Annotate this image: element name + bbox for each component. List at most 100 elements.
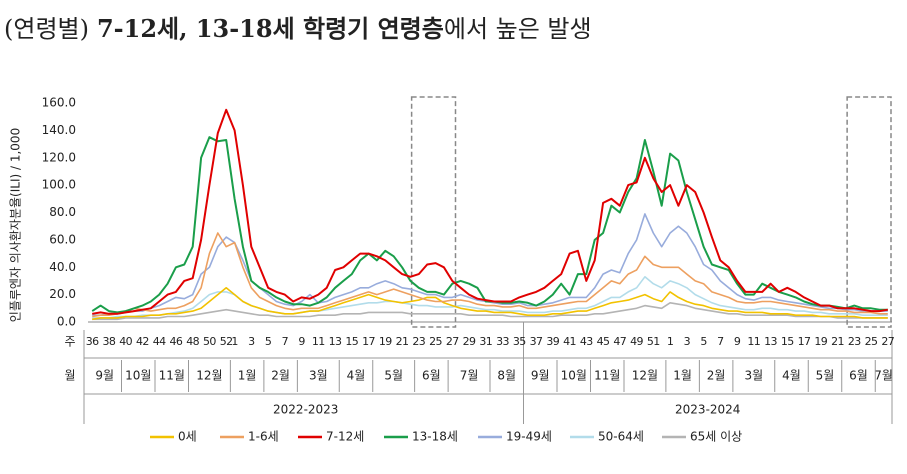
x-tick-label: 40: [119, 335, 132, 348]
month-label: 9월: [95, 369, 114, 383]
x-tick-label: 19: [379, 335, 392, 348]
chart-title: (연령별) 7-12세, 13-18세 학령기 연령층에서 높은 발생: [4, 14, 592, 43]
month-label: 1월: [673, 369, 692, 383]
x-tick-label: 11: [312, 335, 325, 348]
y-tick-label: 160.0: [42, 96, 76, 110]
month-label: 10월: [125, 369, 151, 383]
title-part: 에서 높은 발생: [444, 15, 592, 43]
series-line: [92, 302, 888, 321]
x-tick-label: 17: [798, 335, 811, 348]
series-line: [92, 287, 888, 321]
y-axis-label: 인플루엔자 의사환자분율(ILI) / 1,000: [9, 128, 23, 322]
x-tick-label: 38: [103, 335, 116, 348]
title-part: 7-12세, 13-18세 학령기 연령층: [97, 14, 444, 43]
x-tick-label: 5: [700, 335, 707, 348]
x-tick-label: 5: [265, 335, 272, 348]
x-tick-label: 48: [186, 335, 199, 348]
x-tick-label: 7: [717, 335, 724, 348]
month-label: 6월: [422, 369, 441, 383]
series-line: [92, 276, 888, 319]
legend-label: 0세: [178, 430, 197, 444]
x-tick-label: 31: [479, 335, 492, 348]
x-tick-label: 41: [563, 335, 576, 348]
x-tick-label: 27: [881, 335, 894, 348]
y-tick-label: 120.0: [42, 150, 76, 164]
x-tick-label: 23: [412, 335, 425, 348]
y-tick-label: 20.0: [49, 287, 76, 301]
x-tick-label: 42: [136, 335, 149, 348]
month-label: 9월: [531, 369, 550, 383]
y-tick-label: 60.0: [49, 232, 76, 246]
y-tick-label: 80.0: [49, 205, 76, 219]
x-tick-label: 21: [831, 335, 844, 348]
x-tick-label: 23: [848, 335, 861, 348]
season-label: 2023-2024: [675, 403, 740, 417]
legend-label: 19-49세: [506, 430, 552, 444]
month-label: 7월: [874, 369, 893, 383]
legend-label: 50-64세: [598, 430, 644, 444]
x-tick-label: 50: [203, 335, 216, 348]
month-label: 12월: [632, 369, 658, 383]
month-label: 3월: [744, 369, 763, 383]
x-tick-label: 44: [153, 335, 166, 348]
month-label: 2월: [707, 369, 726, 383]
y-tick-label: 40.0: [49, 260, 76, 274]
x-tick-label: 49: [630, 335, 643, 348]
month-label: 11월: [594, 369, 620, 383]
x-tick-label: 11: [747, 335, 760, 348]
month-label: 11월: [159, 369, 185, 383]
x-tick-label: 36: [86, 335, 99, 348]
x-tick-label: 15: [781, 335, 794, 348]
y-tick-label: 140.0: [42, 123, 76, 137]
month-label: 1월: [238, 369, 257, 383]
x-tick-label: 47: [613, 335, 626, 348]
x-tick-label: 13: [764, 335, 777, 348]
month-label: 4월: [347, 369, 366, 383]
y-tick-label: 0.0: [57, 315, 76, 329]
month-label: 2월: [271, 369, 290, 383]
x-tick-label: 27: [446, 335, 459, 348]
x-tick-label: 45: [597, 335, 610, 348]
month-label: 4월: [782, 369, 801, 383]
series-line: [92, 232, 888, 318]
x-tick-label: 13: [329, 335, 342, 348]
x-tick-label: 17: [362, 335, 375, 348]
x-tick-label: 43: [580, 335, 593, 348]
x-tick-label: 21: [396, 335, 409, 348]
x-tick-label: 9: [734, 335, 741, 348]
season-label: 2022-2023: [273, 403, 338, 417]
title-part: (연령별): [4, 15, 89, 43]
x-tick-label: 9: [298, 335, 305, 348]
month-label: 8월: [497, 369, 516, 383]
x-tick-label: 33: [496, 335, 509, 348]
month-label: 5월: [816, 369, 835, 383]
x-tick-label: 15: [345, 335, 358, 348]
highlight-box: [410, 96, 457, 328]
x-tick-label: 25: [865, 335, 878, 348]
x-tick-label: 3: [684, 335, 691, 348]
x-tick-label: 7: [282, 335, 289, 348]
legend-label: 65세 이상: [690, 430, 742, 444]
x-tick-label: 39: [546, 335, 559, 348]
x-tick-label: 37: [530, 335, 543, 348]
x-tick-label: 52: [220, 335, 233, 348]
x-tick-label: 19: [814, 335, 827, 348]
month-label: 7월: [460, 369, 479, 383]
x-tick-label: 51: [647, 335, 660, 348]
y-tick-label: 100.0: [42, 178, 76, 192]
x-tick-label: 1: [231, 335, 237, 348]
month-label: 6월: [849, 369, 868, 383]
week-row-label: 주: [64, 335, 75, 349]
x-tick-label: 35: [513, 335, 526, 348]
x-tick-label: 29: [463, 335, 476, 348]
month-row-label: 월: [64, 369, 75, 383]
x-tick-label: 46: [170, 335, 183, 348]
x-tick-label: 3: [248, 335, 255, 348]
month-label: 3월: [309, 369, 328, 383]
x-tick-label: 1: [667, 335, 673, 348]
legend-label: 7-12세: [326, 430, 364, 444]
x-tick-label: 25: [429, 335, 442, 348]
series-line: [92, 108, 888, 315]
legend-label: 1-6세: [248, 430, 279, 444]
